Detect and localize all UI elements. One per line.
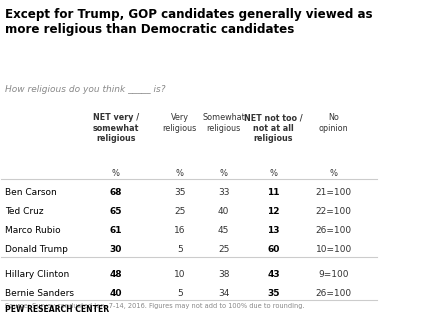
Text: 61: 61 [110, 226, 122, 235]
Text: %: % [112, 169, 120, 178]
Text: 35: 35 [267, 289, 280, 298]
Text: 21=100: 21=100 [316, 188, 352, 197]
Text: 10: 10 [174, 270, 185, 279]
Text: Donald Trump: Donald Trump [5, 245, 68, 254]
Text: How religious do you think _____ is?: How religious do you think _____ is? [5, 85, 166, 94]
Text: 9=100: 9=100 [318, 270, 349, 279]
Text: 43: 43 [267, 270, 280, 279]
Text: PEW RESEARCH CENTER: PEW RESEARCH CENTER [5, 305, 109, 314]
Text: Very
religious: Very religious [162, 113, 197, 133]
Text: Somewhat
religious: Somewhat religious [202, 113, 245, 133]
Text: Source: Survey conducted Jan. 7-14, 2016. Figures may not add to 100% due to rou: Source: Survey conducted Jan. 7-14, 2016… [5, 303, 305, 309]
Text: 33: 33 [218, 188, 230, 197]
Text: 30: 30 [110, 245, 122, 254]
Text: NET very /
somewhat
religious: NET very / somewhat religious [93, 113, 139, 143]
Text: %: % [219, 169, 227, 178]
Text: 48: 48 [110, 270, 122, 279]
Text: 45: 45 [218, 226, 229, 235]
Text: 40: 40 [218, 207, 229, 216]
Text: 10=100: 10=100 [316, 245, 352, 254]
Text: 34: 34 [218, 289, 229, 298]
Text: Bernie Sanders: Bernie Sanders [5, 289, 74, 298]
Text: 16: 16 [174, 226, 185, 235]
Text: NET not too /
not at all
religious: NET not too / not at all religious [244, 113, 303, 143]
Text: Except for Trump, GOP candidates generally viewed as
more religious than Democra: Except for Trump, GOP candidates general… [5, 8, 373, 36]
Text: 5: 5 [177, 289, 183, 298]
Text: 38: 38 [218, 270, 230, 279]
Text: 25: 25 [174, 207, 185, 216]
Text: 40: 40 [110, 289, 122, 298]
Text: 5: 5 [177, 245, 183, 254]
Text: 11: 11 [267, 188, 280, 197]
Text: 65: 65 [110, 207, 122, 216]
Text: %: % [176, 169, 184, 178]
Text: Ted Cruz: Ted Cruz [5, 207, 44, 216]
Text: 25: 25 [218, 245, 229, 254]
Text: Marco Rubio: Marco Rubio [5, 226, 61, 235]
Text: 22=100: 22=100 [316, 207, 352, 216]
Text: 60: 60 [268, 245, 280, 254]
Text: 26=100: 26=100 [316, 226, 352, 235]
Text: 26=100: 26=100 [316, 289, 352, 298]
Text: Hillary Clinton: Hillary Clinton [5, 270, 69, 279]
Text: 13: 13 [267, 226, 280, 235]
Text: %: % [270, 169, 278, 178]
Text: Ben Carson: Ben Carson [5, 188, 57, 197]
Text: 68: 68 [110, 188, 122, 197]
Text: %: % [330, 169, 338, 178]
Text: 12: 12 [267, 207, 280, 216]
Text: No
opinion: No opinion [319, 113, 349, 133]
Text: 35: 35 [174, 188, 185, 197]
